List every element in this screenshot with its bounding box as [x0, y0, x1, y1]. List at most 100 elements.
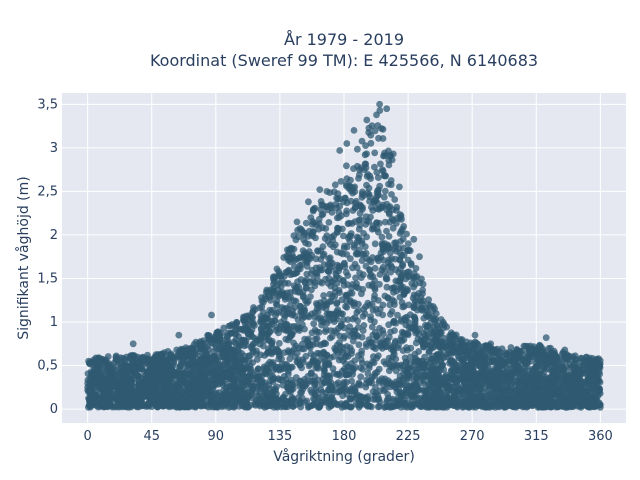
data-point — [396, 376, 403, 384]
data-point — [402, 316, 409, 324]
data-point — [248, 391, 256, 399]
data-point — [383, 227, 390, 235]
data-point — [567, 400, 575, 408]
data-point — [371, 149, 379, 157]
data-point — [352, 400, 360, 408]
data-point — [407, 260, 415, 267]
data-point — [95, 398, 102, 406]
data-point — [357, 373, 365, 381]
data-point — [368, 204, 375, 211]
data-point — [404, 331, 412, 339]
data-point — [406, 382, 413, 390]
data-point — [346, 255, 354, 263]
data-point — [389, 343, 396, 351]
data-point — [309, 276, 317, 284]
data-point — [514, 363, 522, 371]
data-point — [419, 290, 426, 297]
data-point — [125, 383, 132, 391]
data-point — [389, 224, 397, 232]
data-point — [331, 181, 339, 189]
data-point — [595, 368, 603, 375]
data-point — [324, 378, 332, 385]
data-point — [320, 292, 327, 299]
data-point — [364, 299, 372, 307]
data-point — [330, 188, 338, 196]
data-point — [374, 174, 382, 182]
data-point — [297, 403, 305, 411]
data-point — [335, 214, 343, 221]
data-point — [284, 347, 292, 354]
data-point — [583, 353, 590, 361]
data-point — [371, 127, 379, 135]
data-point — [189, 399, 197, 406]
data-point — [371, 163, 378, 171]
data-point — [133, 393, 141, 400]
data-point — [303, 337, 311, 344]
data-point — [390, 289, 397, 296]
data-point — [358, 290, 365, 298]
data-point — [388, 255, 395, 263]
data-point — [321, 301, 329, 309]
data-point — [361, 151, 369, 159]
data-point — [387, 380, 395, 388]
data-point — [354, 162, 361, 170]
data-point — [404, 346, 411, 354]
data-point — [345, 363, 353, 371]
data-point — [165, 379, 172, 386]
data-point — [399, 235, 407, 243]
data-point — [332, 270, 340, 278]
data-point — [349, 370, 356, 378]
data-point — [405, 372, 413, 379]
data-point — [275, 339, 283, 347]
data-point — [343, 207, 350, 215]
data-point — [291, 379, 299, 387]
data-point — [404, 364, 412, 372]
data-point — [216, 336, 224, 343]
data-point — [307, 293, 314, 300]
data-point — [308, 286, 315, 294]
data-point — [224, 344, 232, 351]
data-point — [198, 382, 206, 390]
data-point — [351, 387, 359, 394]
data-point — [366, 267, 374, 274]
data-point — [592, 385, 599, 393]
data-point — [298, 364, 305, 372]
data-point — [312, 270, 319, 277]
data-point — [540, 363, 548, 371]
data-point — [366, 172, 374, 180]
data-point — [352, 274, 359, 282]
data-point — [300, 358, 307, 366]
data-point — [378, 233, 386, 241]
data-point — [326, 254, 334, 262]
data-point — [427, 344, 435, 352]
data-point — [356, 209, 364, 217]
data-point — [290, 345, 298, 353]
data-point — [348, 284, 355, 292]
data-point — [591, 373, 599, 381]
data-point — [319, 243, 327, 251]
data-point — [476, 368, 484, 376]
data-point — [506, 352, 513, 360]
data-point — [327, 298, 335, 305]
data-point — [547, 367, 555, 374]
data-point — [365, 191, 373, 198]
data-point — [414, 387, 422, 394]
data-point — [416, 304, 424, 312]
data-point — [349, 315, 357, 323]
data-point — [371, 240, 379, 248]
data-point — [569, 353, 577, 360]
data-point — [290, 245, 298, 253]
data-point — [293, 269, 301, 276]
data-point — [336, 289, 343, 296]
data-point — [391, 327, 398, 334]
data-point — [347, 230, 355, 237]
data-point — [395, 342, 402, 350]
data-point — [299, 321, 306, 328]
data-point — [200, 356, 208, 364]
data-point — [325, 219, 333, 226]
data-point — [412, 324, 419, 332]
data-point — [276, 279, 284, 287]
data-point — [237, 354, 245, 362]
data-point — [269, 289, 277, 297]
data-point — [394, 214, 401, 222]
